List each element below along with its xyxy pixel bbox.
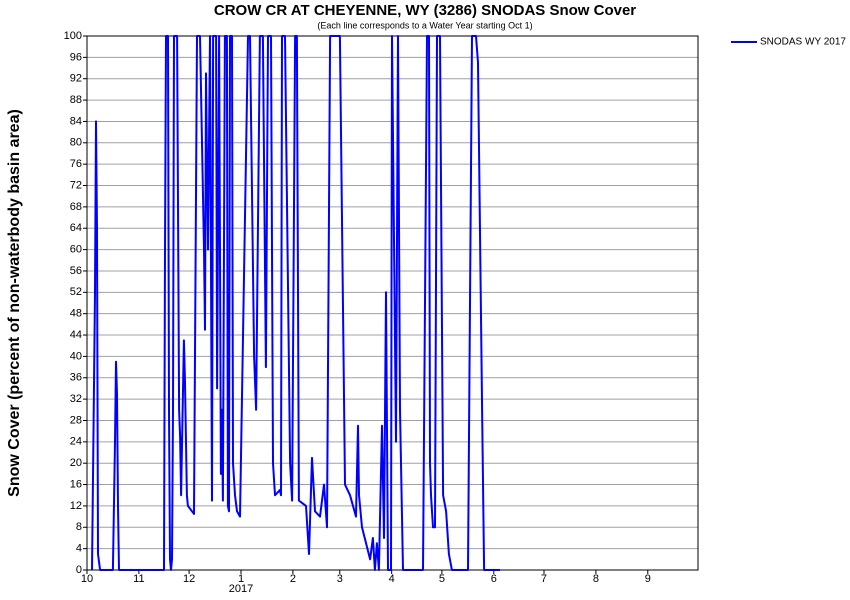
y-tick-label: 100	[64, 30, 82, 42]
x-tick-label: 10	[81, 573, 93, 585]
y-tick-label: 48	[70, 308, 82, 320]
x-tick-label: 1	[238, 573, 244, 585]
data-line	[91, 35, 500, 571]
x-tick-label: 6	[491, 573, 497, 585]
y-tick-label: 28	[70, 414, 82, 426]
year-annotation: 2017	[229, 583, 253, 595]
y-tick-label: 68	[70, 201, 82, 213]
y-tick-label: 4	[76, 543, 82, 555]
y-tick-label: 96	[70, 51, 82, 63]
y-tick-label: 60	[70, 244, 82, 256]
y-tick-label: 0	[76, 564, 82, 576]
y-tick-label: 84	[70, 115, 82, 127]
y-tick-label: 44	[70, 329, 82, 341]
y-tick-label: 80	[70, 137, 82, 149]
y-tick-label: 12	[70, 500, 82, 512]
x-tick-label: 3	[337, 573, 343, 585]
y-tick-label: 24	[70, 436, 82, 448]
y-tick-label: 76	[70, 158, 82, 170]
legend-label: SNODAS WY 2017	[760, 37, 846, 48]
y-tick-label: 64	[70, 222, 82, 234]
chart-subtitle: (Each line corresponds to a Water Year s…	[317, 20, 532, 30]
y-tick-label: 56	[70, 265, 82, 277]
x-tick-label: 5	[439, 573, 445, 585]
y-tick-label: 88	[70, 94, 82, 106]
x-tick-label: 7	[541, 573, 547, 585]
y-tick-label: 92	[70, 73, 82, 85]
x-tick-label: 8	[593, 573, 599, 585]
y-tick-label: 32	[70, 393, 82, 405]
y-tick-label: 8	[76, 521, 82, 533]
x-tick-label: 11	[133, 573, 144, 585]
x-tick-label: 12	[183, 573, 195, 585]
y-axis-label: Snow Cover (percent of non-waterbody bas…	[6, 109, 23, 497]
y-tick-label: 52	[70, 286, 82, 298]
x-tick-label: 4	[389, 573, 395, 585]
x-tick-label: 2	[290, 573, 296, 585]
y-tick-label: 16	[70, 478, 82, 490]
x-tick-label: 9	[645, 573, 651, 585]
y-tick-label: 36	[70, 372, 82, 384]
y-tick-label: 40	[70, 350, 82, 362]
y-tick-label: 72	[70, 179, 82, 191]
y-tick-label: 20	[70, 457, 82, 469]
chart-title: CROW CR AT CHEYENNE, WY (3286) SNODAS Sn…	[214, 2, 636, 19]
